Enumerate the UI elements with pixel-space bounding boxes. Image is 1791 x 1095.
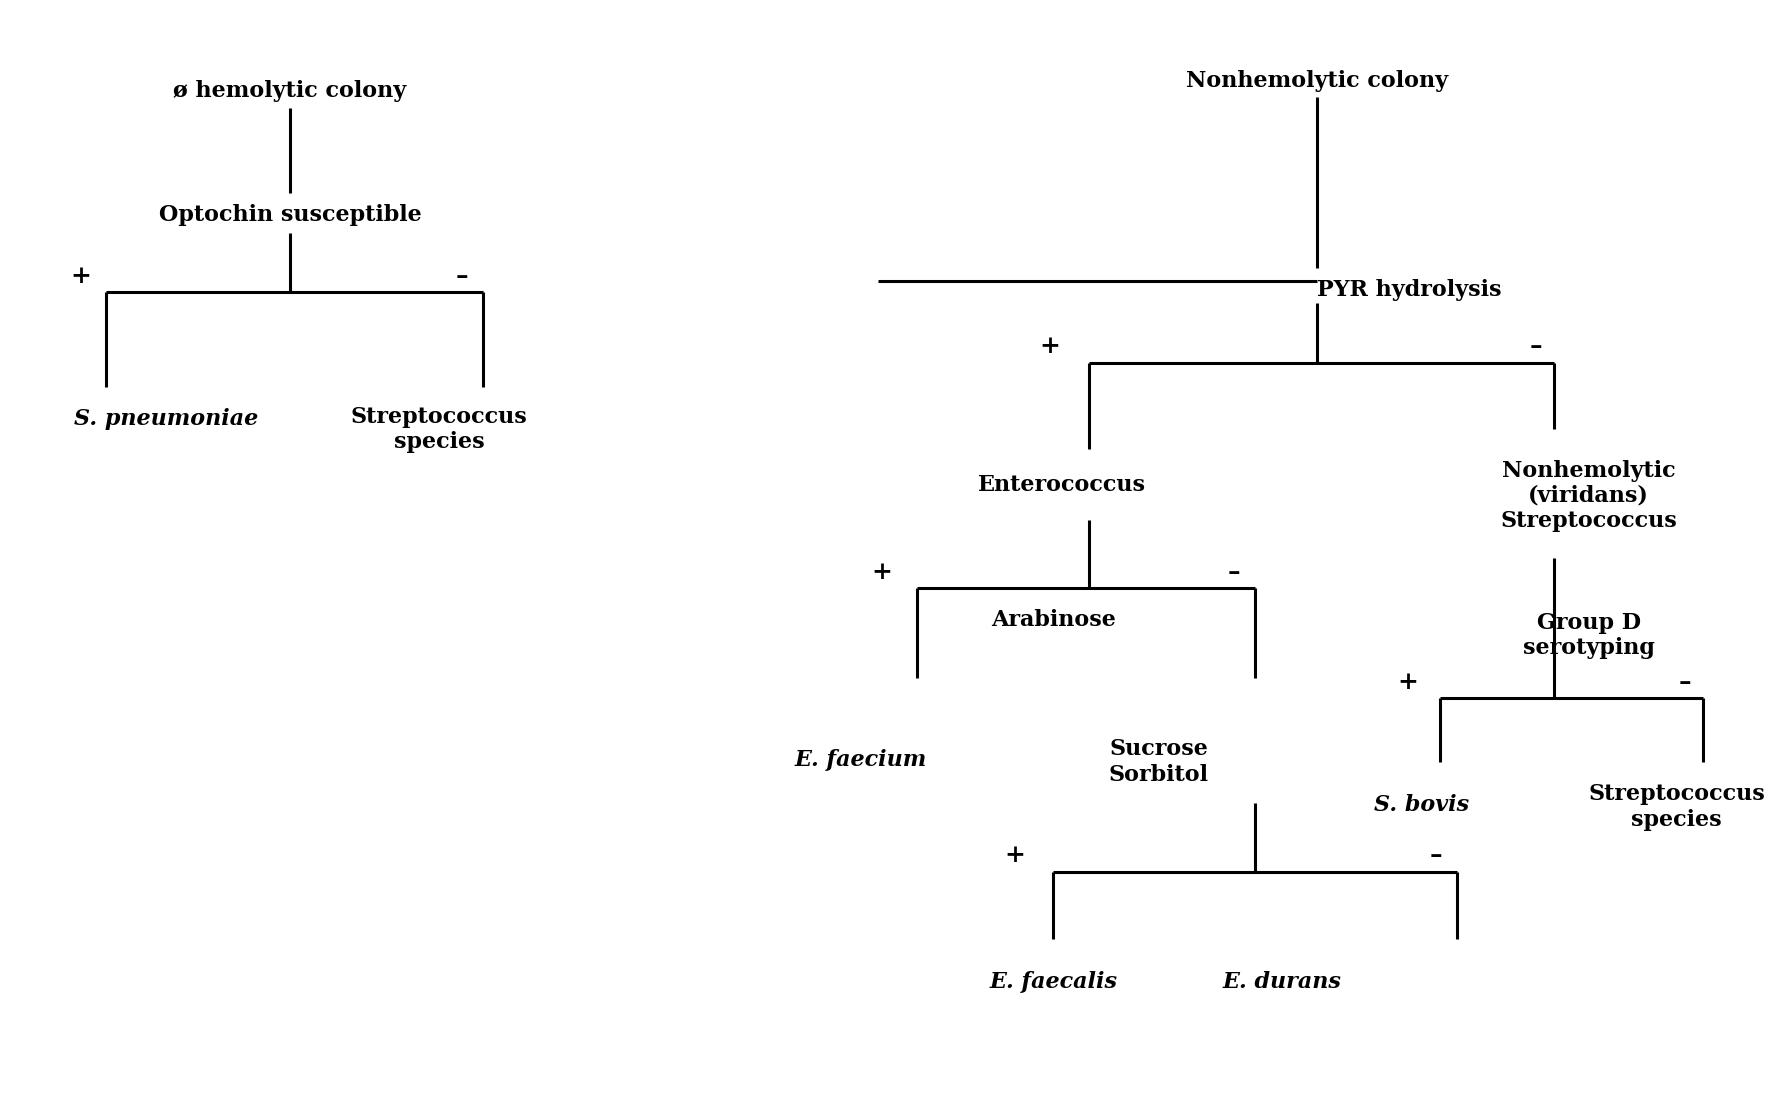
Text: –: – [455,264,467,288]
Text: –: – [1229,561,1241,584]
Text: +: + [1397,670,1418,693]
Text: ø hemolytic colony: ø hemolytic colony [174,80,407,103]
Text: Arabinose: Arabinose [990,610,1116,632]
Text: +: + [1005,843,1024,867]
Text: –: – [1678,670,1692,693]
Text: E. durans: E. durans [1221,971,1341,993]
Text: +: + [70,264,91,288]
Text: Enterococcus: Enterococcus [978,474,1146,496]
Text: PYR hydrolysis: PYR hydrolysis [1316,279,1501,301]
Text: Nonhemolytic
(viridans)
Streptococcus: Nonhemolytic (viridans) Streptococcus [1501,460,1676,532]
Text: Optochin susceptible: Optochin susceptible [159,204,421,226]
Text: S. bovis: S. bovis [1374,794,1470,816]
Text: +: + [1039,334,1060,358]
Text: +: + [870,561,892,584]
Text: Streptococcus
species: Streptococcus species [1589,784,1764,831]
Text: S. pneumoniae: S. pneumoniae [73,407,258,429]
Text: E. faecium: E. faecium [793,749,926,771]
Text: Streptococcus
species: Streptococcus species [351,406,528,453]
Text: Group D
serotyping: Group D serotyping [1522,612,1655,659]
Text: Sucrose
Sorbitol: Sucrose Sorbitol [1109,738,1209,786]
Text: Nonhemolytic colony: Nonhemolytic colony [1186,70,1447,92]
Text: –: – [1429,843,1442,867]
Text: –: – [1530,334,1542,358]
Text: E. faecalis: E. faecalis [989,971,1118,993]
